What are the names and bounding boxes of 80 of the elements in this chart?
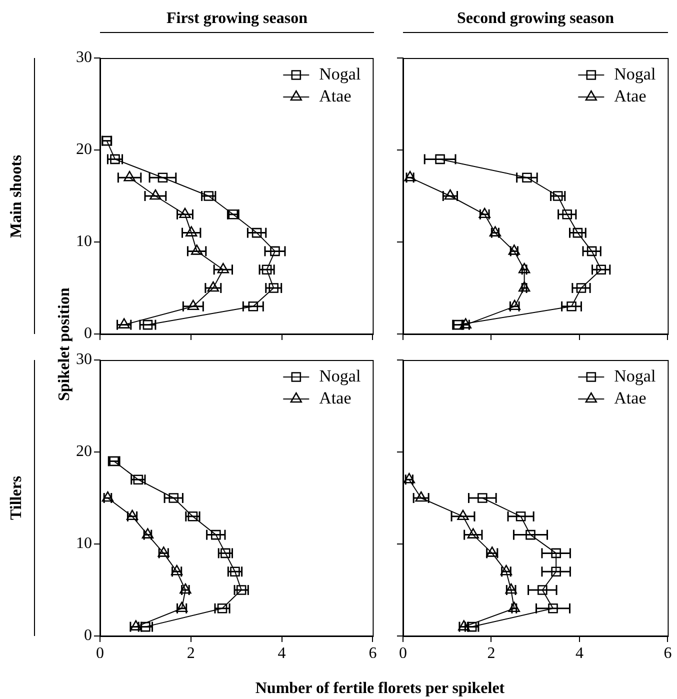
x-axis-title: Number of fertile florets per spikelet bbox=[254, 680, 506, 698]
point bbox=[230, 566, 240, 576]
point bbox=[217, 262, 230, 274]
legend-label: Nogal bbox=[319, 366, 361, 386]
legend-label: Atae bbox=[319, 388, 352, 408]
y-tick-label: 0 bbox=[84, 627, 92, 644]
point bbox=[478, 493, 488, 503]
legend-label: Nogal bbox=[319, 64, 361, 84]
point bbox=[538, 585, 548, 595]
x-tick-label: 6 bbox=[664, 644, 672, 662]
point bbox=[142, 528, 154, 538]
point bbox=[204, 191, 214, 201]
point bbox=[262, 264, 272, 274]
point bbox=[190, 244, 203, 255]
x-tick-label: 0 bbox=[96, 644, 104, 662]
point bbox=[586, 246, 597, 256]
x-tick-label: 0 bbox=[399, 644, 407, 662]
y-tick-label: 10 bbox=[76, 535, 92, 552]
legend-label: Atae bbox=[614, 388, 646, 408]
point bbox=[518, 281, 530, 292]
point bbox=[415, 491, 427, 502]
point bbox=[133, 474, 144, 484]
point bbox=[220, 548, 230, 558]
point bbox=[211, 530, 221, 540]
point bbox=[551, 566, 561, 576]
text: Tillers bbox=[8, 360, 35, 636]
point bbox=[142, 320, 153, 330]
point bbox=[562, 210, 572, 220]
point bbox=[268, 283, 279, 293]
x-tick-label: 2 bbox=[487, 644, 496, 662]
y-tick-label: 0 bbox=[84, 325, 92, 342]
point bbox=[217, 604, 228, 614]
text: Main shoots bbox=[8, 58, 35, 334]
x-tick-label: 6 bbox=[368, 644, 377, 662]
point bbox=[489, 226, 502, 236]
point bbox=[188, 512, 198, 522]
point bbox=[508, 602, 520, 612]
y-tick-label: 30 bbox=[76, 351, 92, 368]
y-tick-label: 30 bbox=[76, 49, 92, 66]
point bbox=[526, 530, 536, 540]
legend-label: Atae bbox=[319, 86, 352, 106]
point bbox=[236, 585, 246, 595]
chart-title: Second growing season bbox=[403, 10, 668, 33]
point bbox=[150, 189, 162, 200]
point bbox=[551, 548, 561, 558]
y-tick-label: 20 bbox=[76, 141, 92, 158]
point bbox=[248, 302, 258, 312]
point bbox=[168, 493, 179, 503]
point bbox=[518, 262, 530, 274]
point bbox=[110, 154, 120, 164]
point bbox=[596, 264, 606, 274]
point bbox=[118, 318, 130, 328]
point bbox=[548, 604, 558, 614]
point bbox=[522, 172, 532, 182]
point bbox=[566, 302, 576, 312]
point bbox=[124, 170, 136, 182]
point bbox=[187, 300, 200, 310]
point bbox=[572, 228, 583, 238]
point bbox=[457, 510, 469, 520]
x-tick-label: 4 bbox=[278, 644, 286, 662]
point bbox=[252, 228, 262, 238]
point bbox=[207, 281, 220, 292]
legend-label: Nogal bbox=[614, 366, 656, 386]
legend-label: Nogal bbox=[614, 64, 656, 84]
point bbox=[435, 154, 445, 164]
y-tick-label: 10 bbox=[76, 233, 92, 250]
point bbox=[186, 226, 198, 236]
point bbox=[467, 528, 479, 538]
x-tick-label: 4 bbox=[575, 644, 584, 662]
point bbox=[270, 246, 280, 256]
chart-title: First growing season bbox=[100, 10, 374, 33]
y-tick-label: 20 bbox=[76, 443, 92, 460]
y-axis-title: Spikelet position bbox=[56, 286, 74, 403]
x-tick-label: 2 bbox=[186, 644, 195, 662]
point bbox=[179, 208, 191, 218]
point bbox=[158, 172, 168, 182]
point bbox=[576, 283, 586, 293]
point bbox=[516, 512, 526, 522]
point bbox=[552, 191, 563, 201]
legend-label: Atae bbox=[614, 86, 646, 106]
